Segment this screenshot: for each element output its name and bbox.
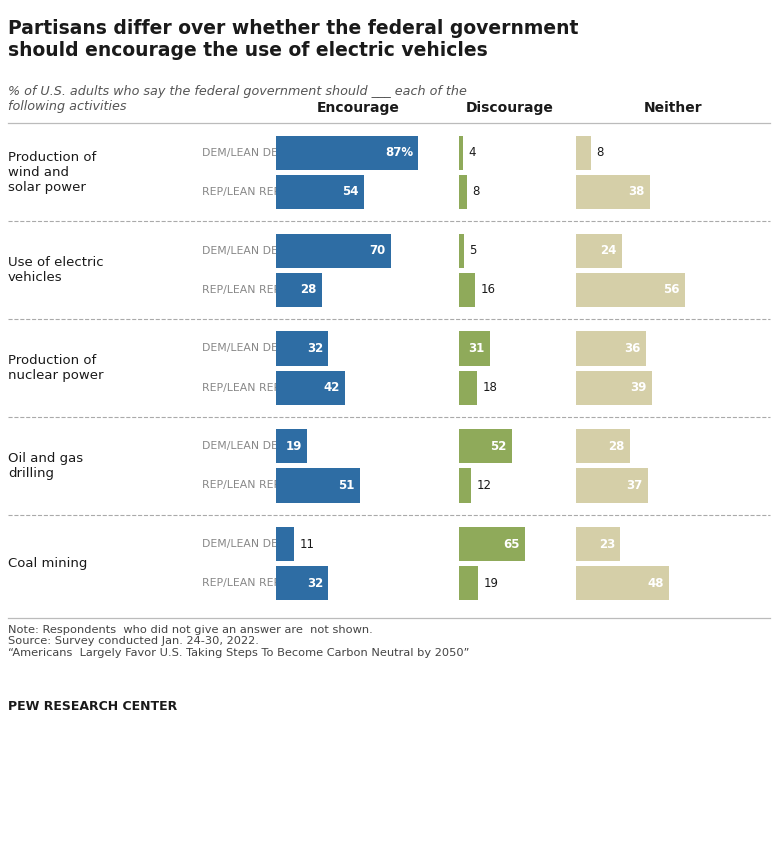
FancyBboxPatch shape (276, 371, 345, 405)
FancyBboxPatch shape (576, 136, 591, 170)
Text: REP/LEAN REP: REP/LEAN REP (202, 383, 280, 392)
Text: 32: 32 (307, 342, 323, 355)
Text: 52: 52 (490, 440, 506, 453)
Text: Neither: Neither (643, 101, 703, 115)
FancyBboxPatch shape (576, 429, 630, 463)
Text: Partisans differ over whether the federal government
should encourage the use of: Partisans differ over whether the federa… (8, 19, 578, 60)
Text: 48: 48 (647, 577, 664, 590)
Text: Use of electric
vehicles: Use of electric vehicles (8, 256, 103, 284)
FancyBboxPatch shape (576, 272, 685, 307)
FancyBboxPatch shape (276, 468, 359, 502)
Text: Discourage: Discourage (466, 101, 553, 115)
FancyBboxPatch shape (459, 567, 478, 601)
FancyBboxPatch shape (576, 371, 652, 405)
FancyBboxPatch shape (576, 331, 646, 366)
Text: 28: 28 (608, 440, 625, 453)
Text: DEM/LEAN DEM: DEM/LEAN DEM (202, 442, 288, 451)
Text: PEW RESEARCH CENTER: PEW RESEARCH CENTER (8, 700, 177, 712)
Text: DEM/LEAN DEM: DEM/LEAN DEM (202, 540, 288, 549)
Text: 42: 42 (323, 381, 339, 394)
Text: 31: 31 (468, 342, 485, 355)
FancyBboxPatch shape (276, 429, 307, 463)
FancyBboxPatch shape (576, 233, 622, 267)
Text: Encourage: Encourage (317, 101, 399, 115)
Text: 37: 37 (626, 479, 643, 492)
Text: 8: 8 (597, 146, 604, 159)
Text: Production of
nuclear power: Production of nuclear power (8, 354, 103, 382)
FancyBboxPatch shape (276, 567, 328, 601)
FancyBboxPatch shape (576, 567, 669, 601)
FancyBboxPatch shape (459, 233, 464, 267)
FancyBboxPatch shape (459, 468, 471, 502)
Text: 65: 65 (503, 538, 519, 551)
FancyBboxPatch shape (276, 272, 322, 307)
Text: REP/LEAN REP: REP/LEAN REP (202, 481, 280, 490)
Text: 24: 24 (601, 244, 617, 257)
FancyBboxPatch shape (459, 175, 467, 209)
FancyBboxPatch shape (276, 331, 328, 366)
Text: 18: 18 (482, 381, 498, 394)
Text: % of U.S. adults who say the federal government should ___ each of the
following: % of U.S. adults who say the federal gov… (8, 85, 467, 113)
FancyBboxPatch shape (576, 528, 621, 562)
Text: 8: 8 (472, 186, 480, 198)
Text: 11: 11 (300, 538, 314, 551)
Text: 28: 28 (300, 283, 317, 296)
Text: 19: 19 (286, 440, 302, 453)
Text: 51: 51 (338, 479, 354, 492)
Text: 5: 5 (469, 244, 477, 257)
Text: Production of
wind and
solar power: Production of wind and solar power (8, 151, 96, 194)
Text: 19: 19 (484, 577, 499, 590)
Text: 56: 56 (663, 283, 679, 296)
FancyBboxPatch shape (276, 233, 391, 267)
Text: 12: 12 (477, 479, 492, 492)
Text: DEM/LEAN DEM: DEM/LEAN DEM (202, 148, 288, 157)
Text: 23: 23 (599, 538, 615, 551)
FancyBboxPatch shape (459, 429, 512, 463)
Text: 70: 70 (369, 244, 385, 257)
Text: DEM/LEAN DEM: DEM/LEAN DEM (202, 246, 288, 255)
Text: 39: 39 (629, 381, 646, 394)
FancyBboxPatch shape (459, 371, 477, 405)
Text: 32: 32 (307, 577, 323, 590)
FancyBboxPatch shape (576, 175, 650, 209)
FancyBboxPatch shape (276, 175, 364, 209)
Text: 87%: 87% (385, 146, 413, 159)
Text: DEM/LEAN DEM: DEM/LEAN DEM (202, 344, 288, 353)
Text: Note: Respondents  who did not give an answer are  not shown.
Source: Survey con: Note: Respondents who did not give an an… (8, 625, 469, 658)
Text: 38: 38 (628, 186, 644, 198)
Text: 36: 36 (624, 342, 640, 355)
FancyBboxPatch shape (459, 528, 524, 562)
FancyBboxPatch shape (459, 331, 490, 366)
Text: 16: 16 (481, 283, 496, 296)
Text: 54: 54 (342, 186, 359, 198)
Text: Coal mining: Coal mining (8, 557, 87, 570)
Text: Oil and gas
drilling: Oil and gas drilling (8, 452, 83, 480)
Text: REP/LEAN REP: REP/LEAN REP (202, 187, 280, 197)
FancyBboxPatch shape (276, 136, 419, 170)
Text: 4: 4 (468, 146, 476, 159)
FancyBboxPatch shape (576, 468, 647, 502)
FancyBboxPatch shape (276, 528, 294, 562)
FancyBboxPatch shape (459, 272, 475, 307)
Text: REP/LEAN REP: REP/LEAN REP (202, 285, 280, 294)
Text: REP/LEAN REP: REP/LEAN REP (202, 579, 280, 588)
FancyBboxPatch shape (459, 136, 463, 170)
